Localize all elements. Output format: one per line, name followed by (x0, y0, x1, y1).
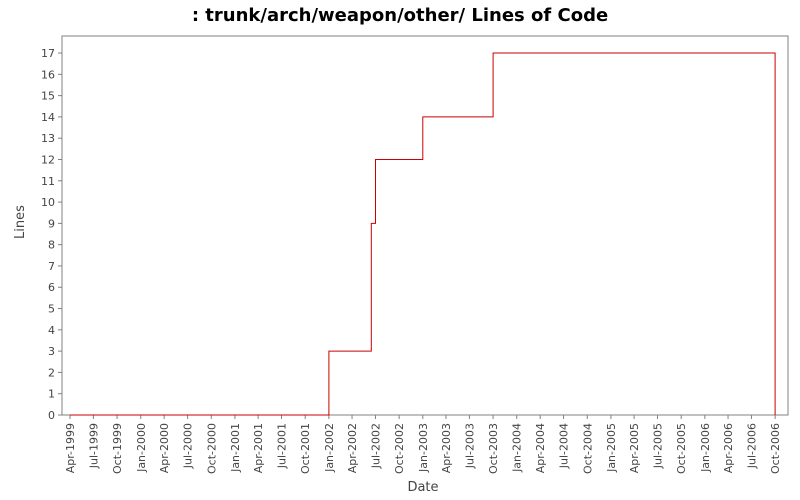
x-axis-label: Date (407, 480, 438, 495)
x-tick-label: Apr-2004 (534, 423, 547, 473)
x-tick-label: Jul-2006 (745, 423, 758, 469)
x-tick-label: Jan-2001 (229, 423, 242, 473)
x-tick-label: Jan-2000 (135, 423, 148, 473)
x-axis: Apr-1999 Jul-1999 Oct-1999 Jan-2000 Apr-2000… (64, 415, 782, 474)
x-tick-label: Jul-2003 (463, 423, 476, 469)
y-tick-label: 0 (48, 409, 55, 422)
y-tick-label: 17 (41, 47, 55, 60)
x-tick-label: Oct-2003 (487, 423, 500, 474)
y-tick-label: 8 (48, 239, 55, 252)
y-tick-label: 11 (41, 175, 55, 188)
x-tick-label: Jul-2001 (276, 423, 289, 469)
x-tick-label: Jul-2004 (558, 423, 571, 469)
x-tick-label: Apr-2005 (628, 423, 641, 473)
x-tick-label: Jul-2000 (182, 423, 195, 469)
y-tick-label: 3 (48, 345, 55, 358)
y-tick-label: 12 (41, 153, 55, 166)
y-tick-label: 13 (41, 132, 55, 145)
y-tick-label: 6 (48, 281, 55, 294)
x-tick-label: Jan-2004 (511, 423, 524, 473)
plot-area (61, 35, 789, 416)
x-tick-label: Apr-2001 (252, 423, 265, 473)
y-tick-label: 7 (48, 260, 55, 273)
x-tick-label: Apr-2003 (440, 423, 453, 473)
x-tick-label: Oct-2005 (675, 423, 688, 474)
x-tick-label: Jan-2005 (605, 423, 618, 473)
y-tick-label: 14 (41, 111, 55, 124)
x-tick-label: Oct-2004 (581, 423, 594, 474)
x-tick-label: Jan-2003 (417, 423, 430, 473)
y-tick-label: 4 (48, 324, 55, 337)
y-tick-label: 5 (48, 303, 55, 316)
y-tick-label: 1 (48, 388, 55, 401)
x-tick-label: Jan-2006 (699, 423, 712, 473)
y-tick-label: 2 (48, 366, 55, 379)
x-tick-label: Oct-2006 (769, 423, 782, 474)
series-layer (69, 52, 776, 416)
x-tick-label: Jul-1999 (87, 423, 100, 469)
y-tick-label: 15 (41, 90, 55, 103)
y-tick-label: 16 (41, 68, 55, 81)
x-tick-label: Oct-2000 (205, 423, 218, 474)
x-tick-label: Apr-1999 (64, 423, 77, 473)
x-tick-label: Jul-2005 (652, 423, 665, 469)
series-line (70, 52, 776, 416)
y-tick-label: 9 (48, 217, 55, 230)
x-tick-label: Apr-2000 (158, 423, 171, 473)
x-tick-label: Jan-2002 (323, 423, 336, 473)
x-tick-label: Apr-2002 (346, 423, 359, 473)
x-tick-label: Oct-1999 (111, 423, 124, 474)
chart-title: : trunk/arch/weapon/other/ Lines of Code (192, 5, 608, 26)
x-tick-label: Oct-2001 (299, 423, 312, 474)
x-tick-label: Oct-2002 (393, 423, 406, 474)
y-axis-label: Lines (13, 205, 28, 239)
y-tick-label: 10 (41, 196, 55, 209)
x-tick-label: Jul-2002 (369, 423, 382, 469)
x-tick-label: Apr-2006 (722, 423, 735, 473)
